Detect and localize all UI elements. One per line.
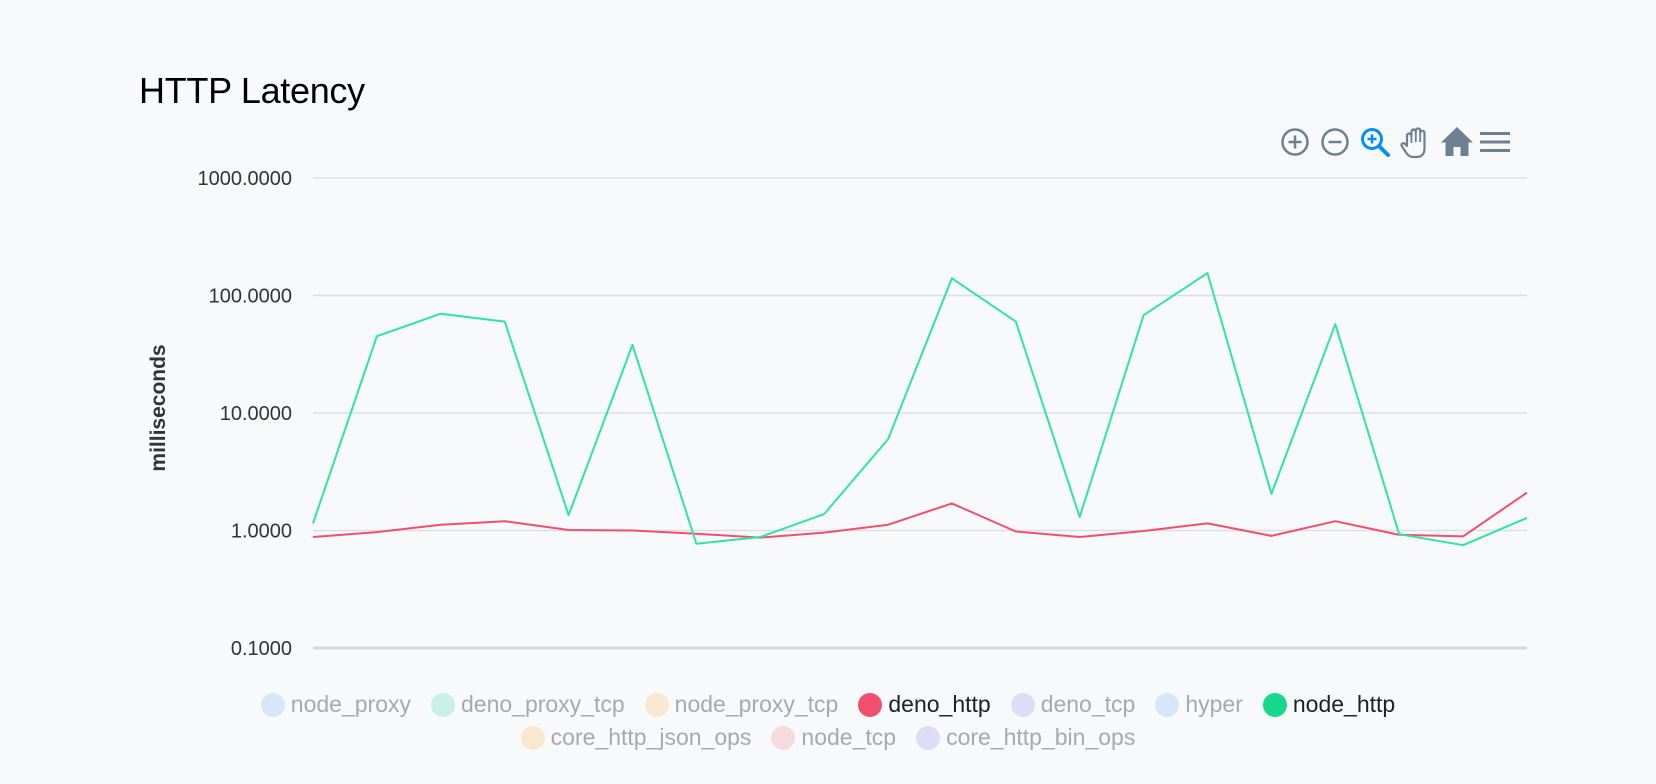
y-tick-label: 1000.0000 xyxy=(197,168,292,190)
legend-marker xyxy=(520,725,545,750)
series-lines xyxy=(312,272,1528,547)
y-tick-label: 1.0000 xyxy=(231,521,292,543)
legend-marker xyxy=(916,725,941,750)
legend-label: node_proxy xyxy=(290,691,411,717)
chart-title: HTTP Latency xyxy=(139,70,365,111)
chart-legend: node_proxy deno_proxy_tcp node_proxy_tcp de… xyxy=(0,688,1656,754)
legend-item-node_proxy_tcp[interactable]: node_proxy_tcp xyxy=(644,691,839,718)
legend-marker xyxy=(644,692,669,717)
zoom-out-icon[interactable] xyxy=(1318,124,1352,160)
y-axis-ticks: 0.1000 1.0000 10.0000 100.0000 1000.0000 xyxy=(197,168,292,660)
legend-marker xyxy=(1010,692,1035,717)
legend-item-deno_proxy_tcp[interactable]: deno_proxy_tcp xyxy=(430,691,625,718)
legend-item-hyper[interactable]: hyper xyxy=(1155,691,1243,718)
legend-label: node_http xyxy=(1292,691,1396,717)
legend-label: hyper xyxy=(1185,691,1243,717)
zoom-in-icon[interactable] xyxy=(1278,124,1312,160)
legend-item-node_tcp[interactable]: node_tcp xyxy=(771,724,896,751)
pan-hand-icon[interactable] xyxy=(1398,124,1432,160)
legend-marker xyxy=(858,692,883,717)
legend-label: node_proxy_tcp xyxy=(674,691,839,717)
legend-marker xyxy=(430,692,455,717)
legend-marker xyxy=(1155,692,1180,717)
reset-home-icon[interactable] xyxy=(1440,124,1474,160)
y-tick-label: 100.0000 xyxy=(209,286,292,308)
legend-label: node_tcp xyxy=(801,724,897,750)
legend-row: node_proxy deno_proxy_tcp node_proxy_tcp de… xyxy=(0,688,1656,721)
legend-label: deno_tcp xyxy=(1040,691,1136,717)
legend-item-deno_http[interactable]: deno_http xyxy=(858,691,991,718)
y-tick-label: 10.0000 xyxy=(220,403,292,425)
legend-label: deno_proxy_tcp xyxy=(460,691,625,717)
y-axis-label: milliseconds xyxy=(147,344,170,471)
y-tick-label: 0.1000 xyxy=(231,638,292,660)
legend-item-core_http_json_ops[interactable]: core_http_json_ops xyxy=(520,724,752,751)
series-line-node_http[interactable] xyxy=(312,272,1528,547)
menu-icon[interactable] xyxy=(1478,124,1512,160)
legend-marker xyxy=(260,692,285,717)
legend-label: core_http_json_ops xyxy=(550,724,752,750)
legend-item-deno_tcp[interactable]: deno_tcp xyxy=(1010,691,1136,718)
legend-marker xyxy=(771,725,796,750)
legend-item-core_http_bin_ops[interactable]: core_http_bin_ops xyxy=(916,724,1135,751)
legend-label: core_http_bin_ops xyxy=(946,724,1136,750)
grid-lines xyxy=(313,177,1527,650)
legend-item-node_http[interactable]: node_http xyxy=(1262,691,1396,718)
series-line-deno_http[interactable] xyxy=(312,491,1528,539)
legend-row: core_http_json_ops node_tcp core_http_bin_… xyxy=(0,721,1656,754)
legend-marker xyxy=(1262,692,1287,717)
selection-zoom-icon[interactable] xyxy=(1358,124,1392,160)
legend-label: deno_http xyxy=(888,691,991,717)
legend-item-node_proxy[interactable]: node_proxy xyxy=(260,691,411,718)
